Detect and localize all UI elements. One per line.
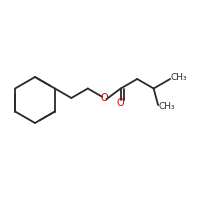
- Text: CH₃: CH₃: [171, 73, 187, 82]
- Text: O: O: [117, 98, 125, 108]
- Text: CH₃: CH₃: [159, 102, 175, 111]
- Text: O: O: [100, 93, 108, 103]
